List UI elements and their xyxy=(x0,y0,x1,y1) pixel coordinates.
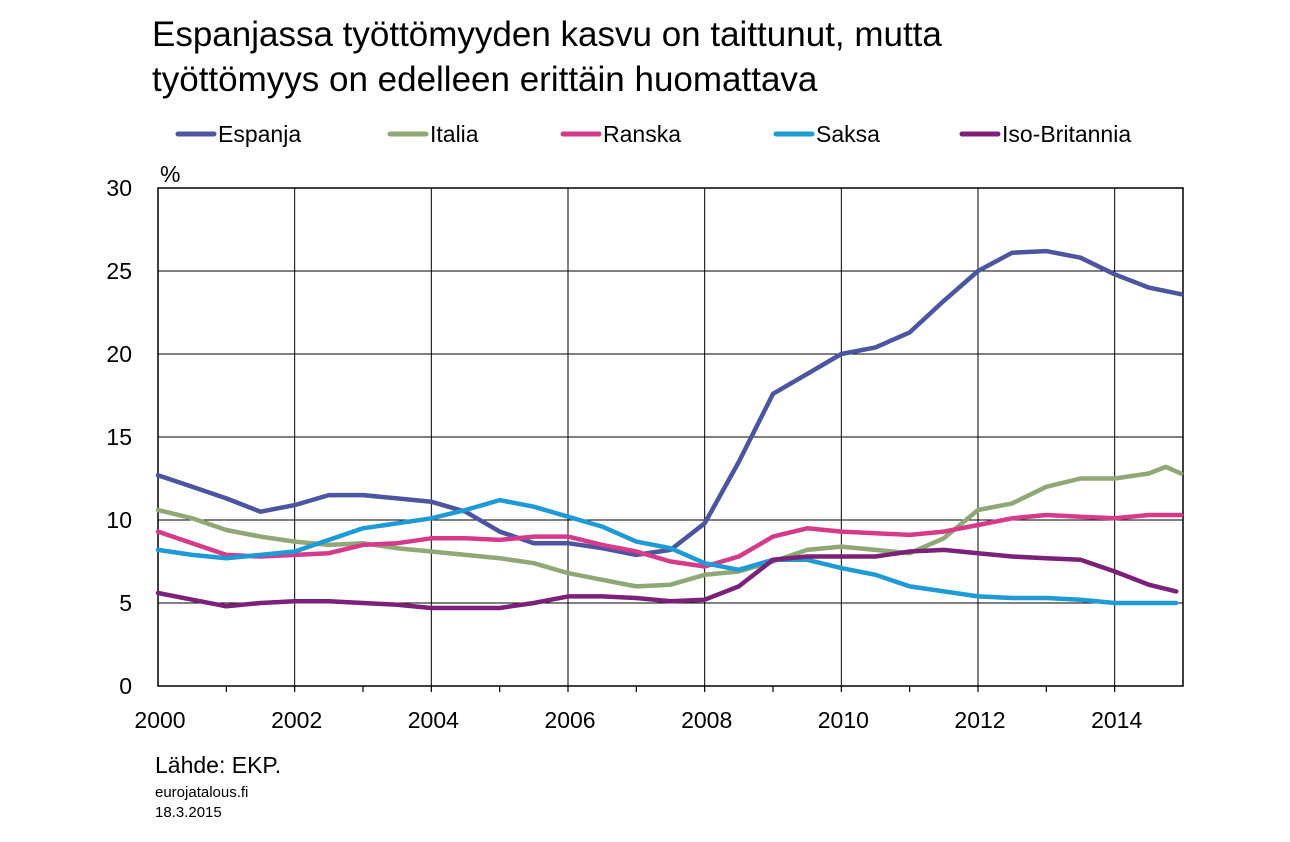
x-tick-label: 2014 xyxy=(1091,707,1142,733)
chart-title: Espanjassa työttömyyden kasvu on taittun… xyxy=(152,12,1252,102)
legend-label: Iso-Britannia xyxy=(1002,121,1131,147)
x-tick-label: 2000 xyxy=(134,707,185,733)
x-axis: 2000 2002 2004 2006 2008 2010 2012 2014 xyxy=(134,707,1142,733)
legend: Espanja Italia Ranska Saksa Iso-Britannia xyxy=(175,121,1131,147)
legend-label: Saksa xyxy=(816,121,880,147)
chart-title-line-2: työttömyys on edelleen erittäin huomatta… xyxy=(152,60,818,99)
x-tick-label: 2004 xyxy=(408,707,459,733)
x-tick-label: 2002 xyxy=(271,707,322,733)
series-line-espanja xyxy=(155,248,1184,558)
y-tick-label: 5 xyxy=(119,590,132,616)
y-axis-label: % xyxy=(160,161,180,187)
y-tick-label: 0 xyxy=(119,673,132,699)
grid xyxy=(158,188,1183,686)
legend-label: Espanja xyxy=(218,121,301,147)
legend-label: Ranska xyxy=(603,121,681,147)
x-tick-label: 2012 xyxy=(954,707,1005,733)
series-lines xyxy=(155,248,1184,611)
y-tick-label: 25 xyxy=(106,258,132,284)
series-line-saksa xyxy=(155,497,1179,606)
plot-frame xyxy=(157,187,1184,687)
x-tick-label: 2006 xyxy=(544,707,595,733)
y-axis: 0 5 10 15 20 25 30 xyxy=(106,175,132,699)
publish-date: 18.3.2015 xyxy=(155,804,222,821)
series-line-italia xyxy=(155,464,1184,589)
x-tick-label: 2010 xyxy=(818,707,869,733)
series-line-ranska xyxy=(155,512,1184,569)
x-axis-ticks xyxy=(225,686,1116,692)
y-tick-label: 10 xyxy=(106,507,132,533)
series-line-iso-britannia xyxy=(155,547,1179,611)
chart-title-line-1: Espanjassa työttömyyden kasvu on taittun… xyxy=(152,15,942,54)
legend-label: Italia xyxy=(430,121,479,147)
y-tick-label: 20 xyxy=(106,341,132,367)
y-tick-label: 30 xyxy=(106,175,132,201)
x-tick-label: 2008 xyxy=(681,707,732,733)
y-tick-label: 15 xyxy=(106,424,132,450)
source-note: Lähde: EKP. xyxy=(155,752,282,778)
site-name: eurojatalous.fi xyxy=(155,784,249,801)
